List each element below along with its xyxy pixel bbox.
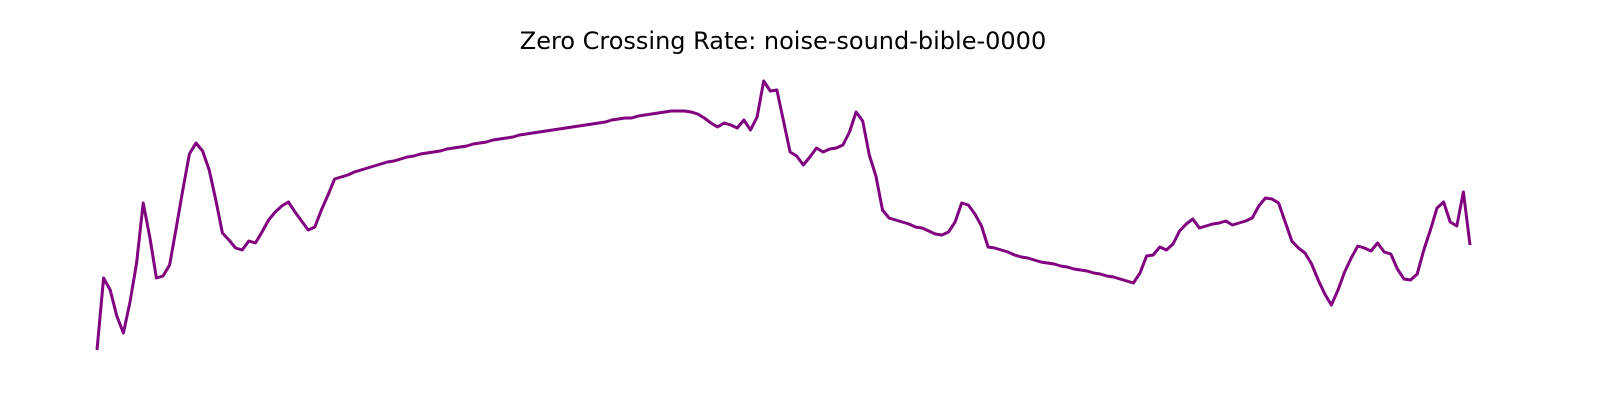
chart-title: Zero Crossing Rate: noise-sound-bible-00… [520, 27, 1046, 55]
data-line [95, 79, 1472, 351]
